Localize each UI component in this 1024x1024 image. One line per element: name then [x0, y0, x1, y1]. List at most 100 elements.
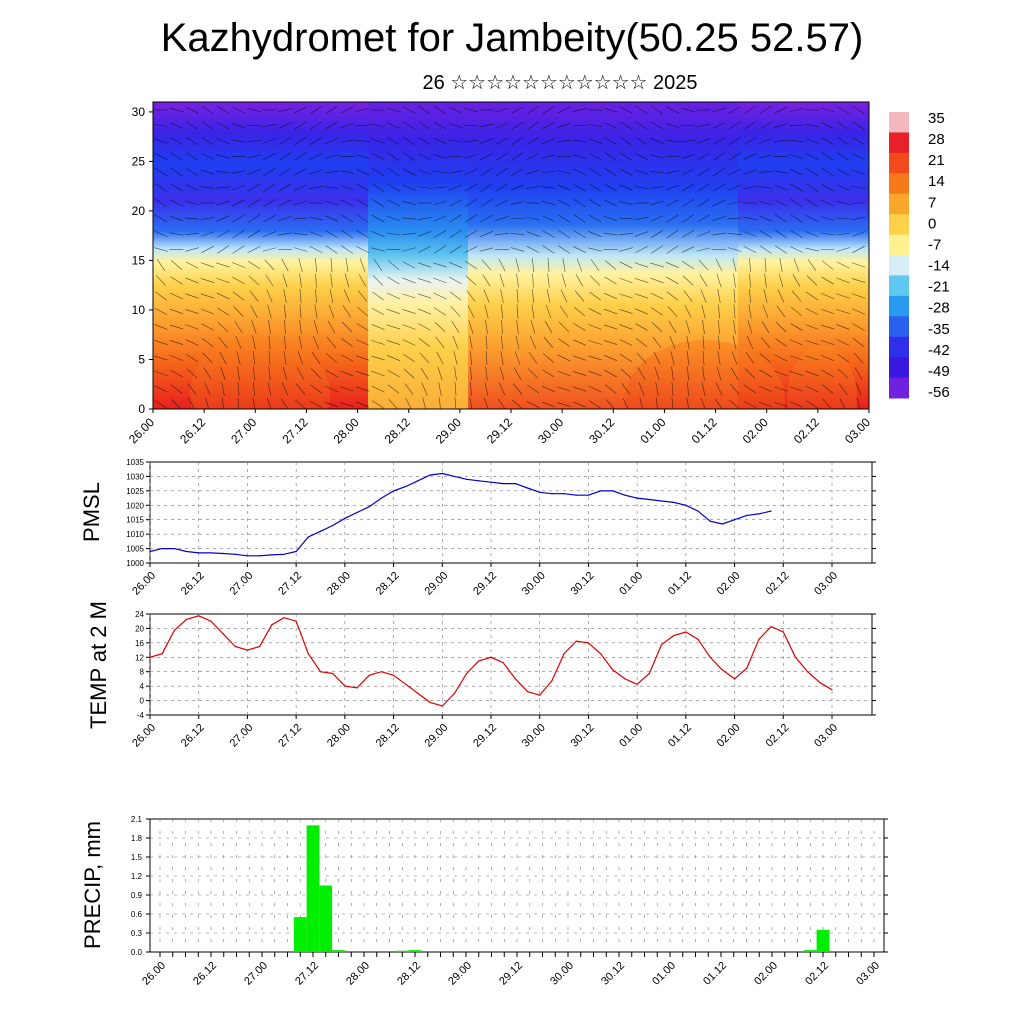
wind-barb — [169, 340, 184, 345]
x-tick-label: 27.00 — [242, 960, 270, 988]
data-point — [685, 631, 687, 633]
pmsl-ylabel: PMSL — [79, 482, 104, 542]
x-tick-label: 28.12 — [395, 960, 423, 988]
wind-barb — [666, 214, 679, 223]
wind-barb — [482, 274, 491, 287]
y-tick-label: 1005 — [126, 545, 144, 554]
wind-barb — [789, 339, 804, 346]
wind-barb — [618, 217, 634, 220]
wind-barb — [154, 198, 168, 208]
wind-barb — [465, 214, 477, 223]
wind-barb — [727, 247, 742, 252]
colorbar-label: -21 — [928, 279, 950, 296]
cs-warm-core-3 — [787, 345, 857, 409]
data-point — [819, 681, 821, 684]
wind-barb — [266, 289, 273, 303]
wind-barb — [651, 322, 663, 332]
wind-barb — [154, 355, 168, 361]
wind-barb — [237, 397, 240, 409]
wind-barb — [438, 382, 442, 396]
wind-barb — [309, 246, 323, 253]
colorbar-label: 14 — [928, 173, 945, 190]
wind-barb — [454, 381, 457, 397]
wind-barb — [294, 106, 307, 114]
wind-barb — [340, 386, 354, 392]
wind-barb — [326, 336, 337, 349]
wind-barb — [619, 152, 633, 161]
y-tick-label: 4 — [140, 682, 145, 691]
wind-barb — [619, 121, 633, 130]
wind-barb — [634, 216, 649, 221]
wind-barb — [402, 247, 416, 252]
wind-barb — [526, 186, 540, 189]
wind-barb — [387, 369, 400, 378]
data-point — [697, 638, 699, 640]
colorbar-swatch — [889, 255, 909, 276]
wind-barb — [216, 215, 230, 222]
wind-barb — [448, 184, 463, 191]
data-point — [283, 617, 285, 619]
wind-barb — [634, 278, 649, 283]
colorbar-label: 7 — [928, 194, 936, 211]
wind-barb — [371, 168, 385, 176]
wind-barb — [588, 247, 602, 252]
wind-barb — [516, 304, 519, 319]
wind-barb — [526, 169, 540, 175]
wind-barb — [278, 199, 292, 207]
wind-barb — [324, 186, 339, 189]
wind-barb — [805, 198, 819, 208]
wind-barb — [619, 339, 633, 346]
wind-barb — [727, 201, 742, 205]
pmsl-line — [150, 472, 772, 557]
wind-barb — [294, 121, 307, 130]
wind-barb — [154, 340, 168, 345]
data-point — [807, 0, 808, 1]
wind-barb — [170, 152, 183, 161]
data-point — [222, 633, 224, 635]
wind-barb — [253, 366, 255, 381]
data-point — [539, 694, 541, 696]
wind-barb — [231, 170, 246, 174]
wind-barb — [298, 258, 303, 272]
wind-barb — [185, 309, 199, 314]
wind-barb — [572, 139, 587, 143]
cs-warm-core-2 — [625, 340, 785, 409]
wind-barb — [169, 308, 184, 315]
wind-barb — [464, 183, 478, 192]
x-tick-label: 01.00 — [650, 960, 678, 988]
wind-barb — [465, 275, 477, 286]
wind-barb — [299, 320, 302, 334]
x-tick-label: 27.00 — [228, 722, 256, 750]
data-point — [185, 618, 188, 621]
wind-barb — [807, 259, 817, 271]
wind-barb — [200, 278, 215, 283]
wind-barb — [154, 385, 168, 393]
wind-barb — [432, 171, 448, 173]
wind-barb — [635, 121, 648, 130]
wind-barb — [216, 277, 230, 284]
wind-barb — [542, 245, 555, 254]
wind-barb — [649, 171, 665, 173]
wind-barb — [510, 184, 525, 191]
wind-barb — [619, 168, 633, 176]
wind-barb — [545, 304, 552, 319]
wind-barb — [467, 305, 475, 318]
wind-barb — [170, 369, 183, 378]
wind-barb — [682, 198, 694, 208]
wind-barb — [464, 246, 478, 253]
wind-barb — [341, 338, 353, 347]
wind-barb — [635, 323, 648, 331]
data-point — [709, 520, 711, 522]
wind-barb — [733, 273, 736, 288]
wind-barb — [371, 308, 385, 315]
colorbar-swatch — [889, 377, 909, 399]
data-point — [429, 701, 431, 703]
wind-barb — [526, 231, 540, 237]
wind-barb — [480, 183, 493, 192]
wind-barb — [557, 245, 571, 254]
wind-barb — [449, 291, 462, 301]
wind-barb — [184, 217, 200, 220]
wind-barb — [604, 137, 617, 145]
wind-barb — [715, 258, 723, 272]
x-tick-label: 30.12 — [599, 960, 627, 988]
